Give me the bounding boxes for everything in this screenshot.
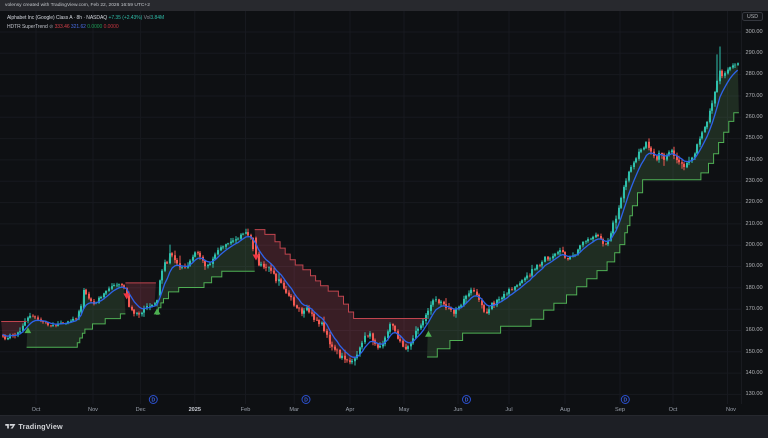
svg-text:D: D bbox=[465, 397, 469, 403]
svg-text:D: D bbox=[151, 397, 155, 403]
svg-text:D: D bbox=[623, 397, 627, 403]
svg-text:D: D bbox=[304, 397, 308, 403]
